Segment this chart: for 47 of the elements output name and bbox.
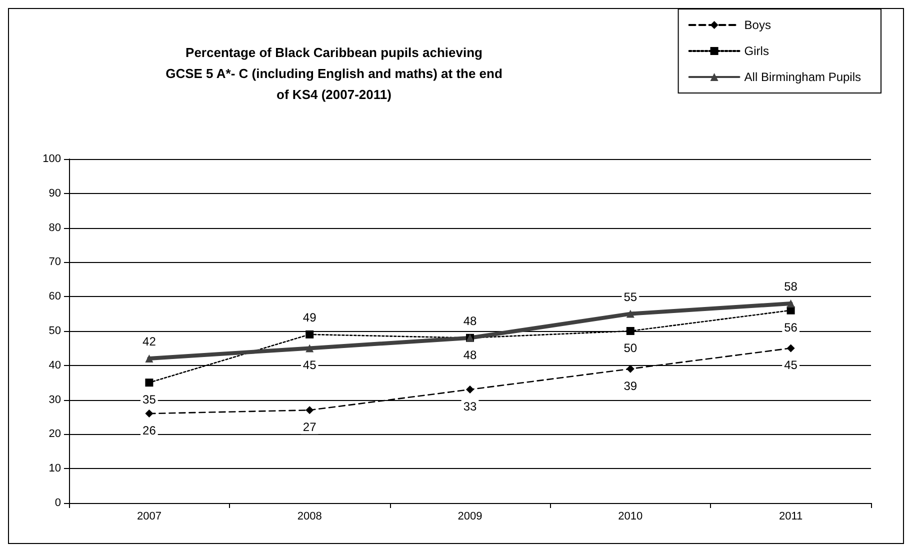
y-tick-label: 50 (48, 325, 61, 337)
x-tick-label: 2009 (458, 510, 482, 522)
data-label: 45 (784, 358, 798, 372)
x-tick-label: 2011 (778, 510, 803, 522)
point (306, 406, 314, 414)
point (145, 378, 154, 387)
point (466, 385, 474, 394)
x-tick-label: 2007 (136, 510, 162, 522)
point (306, 344, 314, 352)
y-tick-label: 60 (48, 290, 61, 303)
data-label: 33 (463, 399, 477, 414)
y-tick-label: 20 (48, 428, 61, 440)
point (306, 330, 314, 338)
point (145, 410, 154, 418)
legend-label: All Birmingham Pupils (744, 70, 862, 84)
y-tick-label: 80 (48, 222, 61, 234)
point (786, 299, 795, 308)
data-label: 45 (302, 358, 317, 372)
y-tick-label: 0 (54, 497, 61, 509)
point (626, 327, 634, 335)
y-tick-label: 10 (48, 462, 61, 475)
y-tick-label: 100 (42, 153, 61, 165)
legend-label: Girls (744, 44, 769, 58)
y-tick-label: 30 (48, 394, 61, 406)
point (145, 354, 154, 363)
data-label: 58 (784, 279, 798, 294)
y-tick-label: 40 (48, 359, 61, 372)
y-tick-label: 70 (48, 256, 61, 268)
point (626, 364, 634, 373)
data-label: 39 (624, 378, 638, 393)
x-tick-label: 2010 (618, 510, 643, 522)
y-tick-label: 90 (48, 187, 61, 200)
data-label: 27 (302, 420, 317, 434)
data-label: 50 (624, 341, 638, 355)
point (626, 310, 634, 318)
data-label: 48 (463, 314, 477, 328)
data-label: 35 (142, 392, 156, 407)
data-label: 56 (784, 320, 798, 334)
chart-title: Percentage of Black Caribbean pupils achieving GCSE 5 A*- C (including English and maths) at the end of KS4 (2007-2011) (166, 45, 502, 102)
legend-label: Boys (744, 18, 771, 32)
data-label: 49 (302, 310, 317, 324)
data-label: 48 (463, 348, 477, 362)
data-label: 26 (142, 424, 156, 438)
data-label: 42 (142, 334, 156, 349)
x-tick-label: 2008 (297, 510, 322, 522)
point (786, 344, 795, 352)
data-label: 55 (624, 290, 638, 304)
